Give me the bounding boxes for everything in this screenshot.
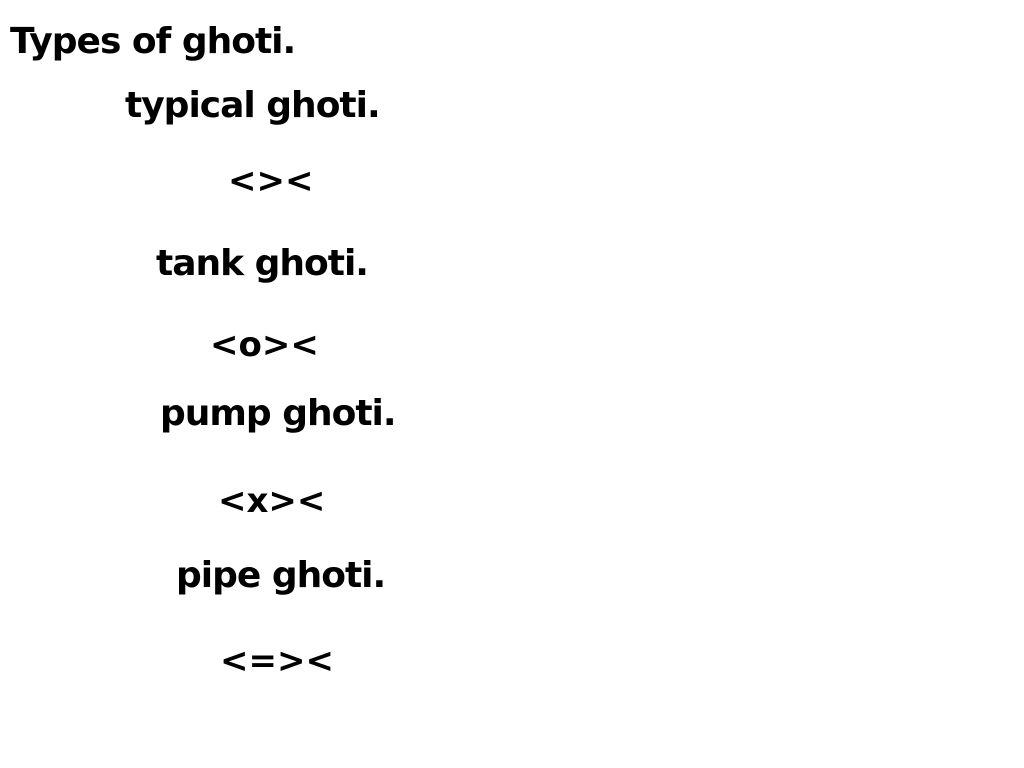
- ghoti-glyph: <x><: [218, 481, 326, 521]
- page-title: Types of ghoti.: [10, 21, 296, 62]
- ghoti-glyph: <><: [228, 161, 314, 201]
- ghoti-glyph: <=><: [220, 641, 334, 681]
- ghoti-type-label: pump ghoti.: [160, 393, 397, 434]
- ghoti-type-label: typical ghoti.: [125, 85, 381, 126]
- ghoti-type-label: tank ghoti.: [156, 243, 369, 284]
- ghoti-type-label: pipe ghoti.: [176, 555, 386, 596]
- ghoti-glyph: <o><: [210, 325, 319, 365]
